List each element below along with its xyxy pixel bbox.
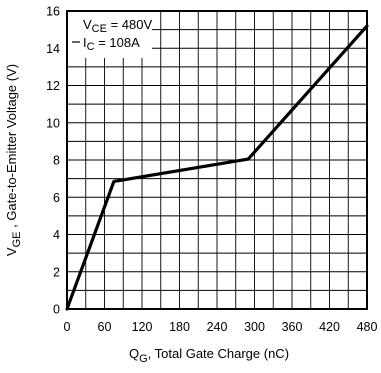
y-tick-label: 10 [46, 116, 60, 130]
y-tick-label: 6 [53, 191, 60, 205]
x-tick-label: 240 [207, 320, 228, 334]
y-tick-label: 12 [46, 79, 60, 93]
x-tick-label: 360 [282, 320, 303, 334]
y-tick-label: 14 [46, 42, 60, 56]
annotation-backdrop [68, 12, 152, 58]
axis-title-layer: QG, Total Gate Charge (nC) VGE , Gate-to-… [4, 64, 289, 365]
x-tick-label: 480 [357, 320, 378, 334]
x-tick-label: 120 [132, 320, 153, 334]
series-layer [65, 24, 369, 311]
plot-frame [66, 10, 368, 310]
x-tick-label: 180 [169, 320, 190, 334]
y-tick-label: 8 [53, 154, 60, 168]
annotation-text: VCE = 480V [83, 17, 152, 35]
y-tick-label: 0 [53, 303, 60, 317]
x-tick-label: 300 [244, 320, 265, 334]
frame-layer [66, 10, 368, 310]
y-tick-label: 4 [53, 228, 60, 242]
y-tick-label: 2 [53, 265, 60, 279]
y-tick-label: 16 [46, 5, 60, 19]
x-tick-label: 0 [64, 320, 71, 334]
y-axis-title: VGE , Gate-to-Emitter Voltage (V) [4, 64, 23, 256]
series-line [65, 24, 369, 311]
x-tick-label: 420 [319, 320, 340, 334]
grid-layer [67, 11, 367, 309]
annotation-text: IC = 108A [83, 35, 140, 53]
x-tick-label: 60 [98, 320, 112, 334]
tick-layer: 0 60 120 180 240 300 360 420 480 0 2 4 6 8 10 12 14 16 [46, 5, 377, 335]
x-axis-title: QG, Total Gate Charge (nC) [129, 346, 289, 365]
